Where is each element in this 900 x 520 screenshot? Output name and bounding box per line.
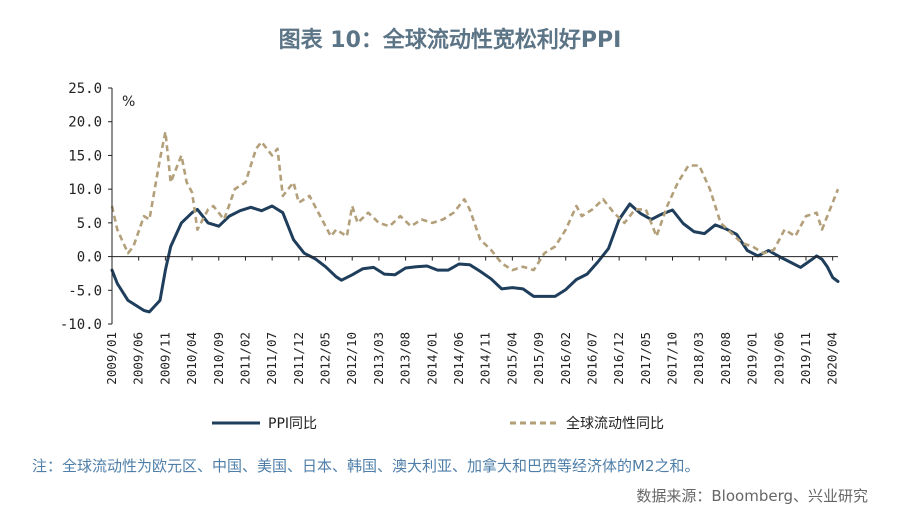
x-tick-label: 2012/05 bbox=[318, 332, 333, 385]
y-tick-label: 20.0 bbox=[68, 115, 102, 131]
x-tick-label: 2019/01 bbox=[745, 332, 760, 385]
x-tick-label: 2012/10 bbox=[344, 332, 359, 385]
x-tick-label: 2013/03 bbox=[371, 332, 386, 385]
y-tick-label: 25.0 bbox=[68, 81, 102, 97]
footnote: 注：全球流动性为欧元区、中国、美国、日本、韩国、澳大利亚、加拿大和巴西等经济体的… bbox=[32, 457, 700, 475]
x-tick-label: 2009/01 bbox=[104, 332, 119, 385]
x-tick-label: 2016/12 bbox=[611, 332, 626, 385]
y-tick-label: 0.0 bbox=[77, 250, 102, 266]
x-tick-label: 2019/06 bbox=[771, 332, 786, 385]
chart-title: 图表 10：全球流动性宽松利好PPI bbox=[278, 28, 622, 53]
x-tick-label: 2018/08 bbox=[718, 332, 733, 385]
x-tick-label: 2013/08 bbox=[398, 332, 413, 385]
x-tick-label: 2011/02 bbox=[237, 332, 252, 385]
x-tick-label: 2014/01 bbox=[424, 332, 439, 385]
y-tick-label: 5.0 bbox=[77, 216, 102, 232]
x-tick-label: 2016/02 bbox=[558, 332, 573, 385]
x-tick-label: 2011/12 bbox=[291, 332, 306, 385]
x-tick-label: 2020/04 bbox=[825, 332, 840, 385]
y-tick-label: 10.0 bbox=[68, 182, 102, 198]
x-tick-label: 2015/09 bbox=[531, 332, 546, 385]
x-tick-label: 2009/11 bbox=[157, 332, 172, 385]
x-tick-label: 2017/10 bbox=[665, 332, 680, 385]
source-note: 数据来源：Bloomberg、兴业研究 bbox=[636, 487, 868, 505]
legend: PPI同比 全球流动性同比 bbox=[212, 415, 664, 432]
y-tick-label: -10.0 bbox=[60, 317, 102, 333]
y-tick-label: 15.0 bbox=[68, 148, 102, 164]
x-tick-label: 2017/05 bbox=[638, 332, 653, 385]
x-tick-label: 2015/04 bbox=[504, 332, 519, 385]
legend-label-liquidity: 全球流动性同比 bbox=[566, 415, 664, 432]
y-tick-label: -5.0 bbox=[68, 283, 102, 299]
x-tick-label: 2014/06 bbox=[451, 332, 466, 385]
series-line-liquidity bbox=[110, 130, 840, 272]
x-tick-label: 2010/04 bbox=[184, 332, 199, 385]
x-tick-label: 2019/11 bbox=[798, 332, 813, 385]
y-axis-unit-label: % bbox=[122, 94, 135, 110]
series-line-ppi bbox=[110, 202, 840, 314]
x-tick-label: 2014/11 bbox=[478, 332, 493, 385]
x-tick-label: 2010/09 bbox=[211, 332, 226, 385]
x-tick-label: 2011/07 bbox=[264, 332, 279, 385]
x-tick-label: 2016/07 bbox=[584, 332, 599, 385]
legend-label-ppi: PPI同比 bbox=[268, 416, 317, 432]
x-tick-label: 2018/03 bbox=[691, 332, 706, 385]
x-tick-label: 2009/06 bbox=[131, 332, 146, 385]
